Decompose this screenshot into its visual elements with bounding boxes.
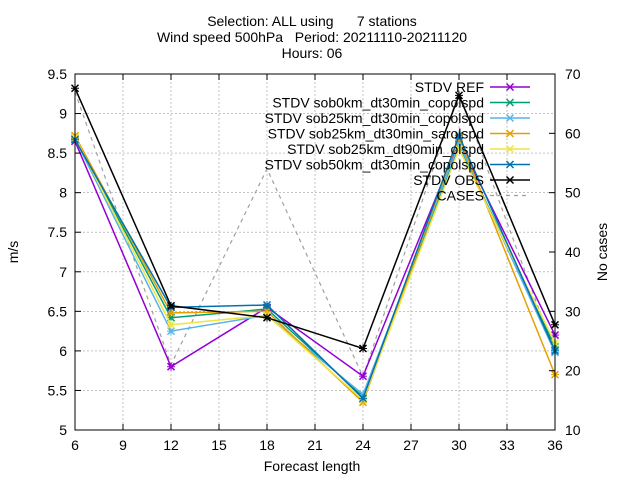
- data-point: [166, 301, 176, 310]
- x-tick-label: 9: [119, 437, 127, 453]
- data-point: [454, 91, 464, 100]
- data-point: [358, 372, 368, 381]
- y2-tick-label: 70: [565, 66, 581, 82]
- legend-marker-stroke: [505, 98, 515, 107]
- x-tick-label: 15: [211, 437, 227, 453]
- data-point: [166, 362, 176, 371]
- y-tick-label: 9.5: [48, 66, 68, 82]
- data-point: [358, 394, 368, 403]
- legend-marker-stroke: [505, 82, 515, 92]
- y2-axis-label: No cases: [594, 223, 610, 281]
- legend-marker-stroke: [505, 144, 515, 154]
- x-tick-label: 18: [259, 437, 275, 453]
- legend-entry-label: CASES: [437, 188, 484, 204]
- y-tick-label: 5: [59, 422, 67, 438]
- y2-tick-label: 20: [565, 363, 581, 379]
- y2-tick-label: 40: [565, 244, 581, 260]
- y2-tick-label: 50: [565, 185, 581, 201]
- y-axis-label: m/s: [5, 241, 21, 264]
- y-tick-label: 6: [59, 343, 67, 359]
- x-axis-label: Forecast length: [264, 458, 361, 474]
- legend-marker-stroke: [505, 129, 515, 138]
- series-line: [74, 87, 556, 350]
- grid-layer: [75, 74, 555, 430]
- y2-tick-label: 10: [565, 422, 581, 438]
- series-line: [74, 133, 556, 400]
- legend-entry-label: STDV sob25km_dt30min_sarolspd: [268, 126, 484, 142]
- x-tick-label: 12: [163, 437, 179, 453]
- data-point: [166, 320, 176, 329]
- legend-entry-label: STDV sob0km_dt30min_copolspd: [272, 95, 484, 111]
- x-tick-label: 6: [71, 437, 79, 453]
- data-point: [454, 131, 464, 140]
- x-tick-label: 33: [499, 437, 515, 453]
- data-point: [454, 145, 464, 154]
- x-tick-label: 24: [355, 437, 371, 453]
- series-line: [74, 139, 556, 378]
- legend-marker-stroke: [505, 175, 515, 185]
- legend-marker-stroke: [505, 160, 515, 169]
- tick-layer: 6 9 12 15 18 21 24 27 30 33 36 5 5.5 6 6.5 7 7.5 8 8.5 9 9.5…: [48, 66, 581, 453]
- y-tick-label: 9: [59, 106, 67, 122]
- y-tick-label: 8: [59, 185, 67, 201]
- legend-entry-label: STDV sob25km_dt90min_olspd: [287, 141, 484, 157]
- series-line: [74, 136, 556, 402]
- y-tick-label: 7.5: [48, 224, 68, 240]
- title-line-2: Wind speed 500hPa Period: 20211110-20211…: [157, 29, 467, 45]
- y2-tick-label: 30: [565, 303, 581, 319]
- title-line-1: Selection: ALL using 7 stations: [207, 13, 417, 29]
- data-point: [358, 344, 368, 353]
- title-line-3: Hours: 06: [282, 45, 343, 61]
- chart-title: Selection: ALL using 7 stations Wind spe…: [157, 13, 467, 61]
- y-tick-label: 5.5: [48, 382, 68, 398]
- x-tick-label: 21: [307, 437, 323, 453]
- data-point: [262, 300, 272, 310]
- x-tick-label: 27: [403, 437, 419, 453]
- x-tick-label: 36: [547, 437, 563, 453]
- y-tick-label: 8.5: [48, 145, 68, 161]
- legend-entry-label: STDV sob50km_dt30min_copolspd: [265, 157, 484, 173]
- y-tick-label: 7: [59, 264, 67, 280]
- legend-entry-label: STDV sob25km_dt30min_copolspd: [265, 110, 484, 126]
- data-point: [262, 313, 272, 322]
- x-tick-label: 30: [451, 437, 467, 453]
- legend-entry-label: STDV REF: [415, 79, 484, 95]
- y-tick-label: 6.5: [48, 303, 68, 319]
- y2-tick-label: 60: [565, 125, 581, 141]
- legend-entry-label: STDV OBS: [413, 172, 484, 188]
- legend-marker-stroke: [505, 113, 515, 123]
